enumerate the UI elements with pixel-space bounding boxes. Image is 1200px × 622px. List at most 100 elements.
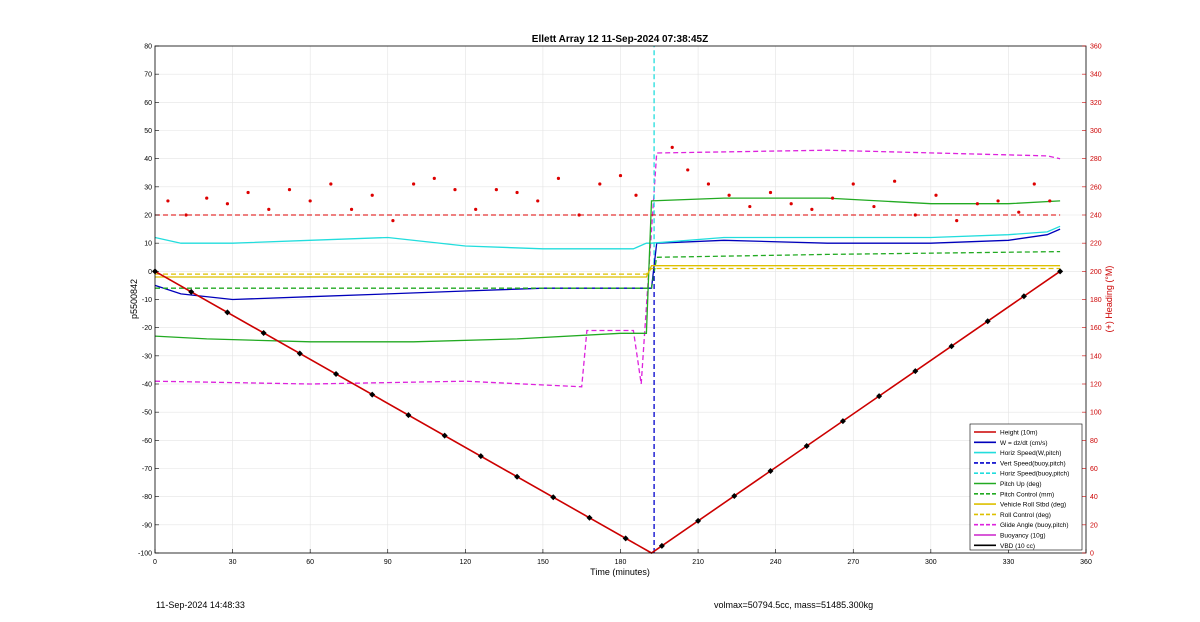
heading-point [370,193,374,197]
series-horiz-speed-w-pitch [154,225,1061,250]
heading-point [432,176,436,180]
depth-marker [224,309,231,316]
right-y-tick-label: 340 [1090,72,1102,79]
depth-marker [876,393,883,400]
depth-marker [839,418,846,425]
depth-marker [1020,293,1027,300]
legend-entry: Vert Speed(buoy,pitch) [1000,460,1066,467]
series-pitch-up-deg [154,197,1061,343]
x-axis-label: Time (minutes) [590,567,650,577]
left-y-tick-label: -20 [142,325,152,332]
legend-entry: Height (10m) [1000,430,1038,437]
right-axis-ticks: 3603403203002802602402202001801601401201… [1082,44,1102,558]
right-y-tick-label: 40 [1090,494,1098,501]
depth-marker [405,412,412,419]
series-layer [154,46,1061,554]
grid [154,45,1087,554]
depth-marker [586,514,593,521]
heading-point [851,182,855,186]
depth-marker [622,535,629,542]
legend-entry: Pitch Up (deg) [1000,481,1042,488]
depth-marker [260,329,267,336]
heading-point [391,219,395,223]
heading-point [934,193,938,197]
left-y-tick-label: 80 [144,44,152,51]
heading-point [768,190,773,195]
depth-marker [948,343,955,350]
x-tick-label: 270 [847,559,859,566]
legend-entry: Glide Angle (buoy,pitch) [1000,522,1069,529]
legend-entry: Horiz Speed(buoy,pitch) [1000,471,1069,478]
heading-point [287,188,292,192]
left-y-tick-label: -90 [142,522,152,529]
legend-entry: Horiz Speed(W,pitch) [1000,450,1061,457]
heading-point [913,213,917,217]
heading-point [225,202,230,206]
heading-point [598,182,602,186]
heading-point [246,190,250,195]
left-y-tick-label: -30 [142,353,152,360]
x-tick-label: 210 [692,559,704,566]
x-tick-label: 150 [537,559,549,566]
heading-point [1032,182,1036,186]
depth-marker [1057,268,1064,275]
heading-point [205,196,209,200]
x-tick-label: 60 [306,559,314,566]
heading-point [955,219,959,223]
right-y-tick-label: 260 [1090,184,1102,191]
legend: Height (10m) W = dz/dt (cm/s) Horiz Speed(… [969,423,1083,551]
right-y-tick-label: 60 [1090,466,1098,473]
left-y-tick-label: 0 [148,269,152,276]
depth-marker [767,467,774,474]
right-y-tick-label: 220 [1090,241,1102,248]
heading-point [474,207,478,211]
depth-marker [984,318,991,325]
depth-marker [441,432,448,439]
right-y-tick-label: 100 [1090,410,1102,417]
heading-point [515,190,519,195]
right-y-tick-label: 280 [1090,156,1102,163]
heading-point [789,202,793,206]
heading-point [1017,210,1021,214]
x-tick-label: 300 [925,559,937,566]
depth-markers [152,268,1064,549]
depth-marker [369,391,376,398]
heading-dots [155,145,1061,223]
depth-marker [333,371,340,378]
legend-entry: Buoyancy (10g) [1000,533,1046,540]
left-axis-label: p5500842 [129,279,139,319]
heading-point [618,173,623,178]
depth-marker [477,453,484,460]
left-y-tick-label: 40 [144,156,152,163]
heading-point [308,199,312,203]
legend-entry: Roll Control (deg) [1000,512,1051,519]
x-tick-label: 240 [770,559,782,566]
heading-point [706,182,711,186]
footer-volume-mass: volmax=50794.5cc, mass=51485.300kg [714,600,874,610]
series-glide-angle-buoy-pitch [154,149,1061,388]
left-y-tick-label: 60 [144,100,152,107]
left-y-tick-label: 20 [144,213,152,220]
right-y-tick-label: 320 [1090,100,1102,107]
left-y-tick-label: -10 [142,297,152,304]
right-y-tick-label: 160 [1090,325,1102,332]
heading-point [349,207,354,211]
legend-entry: W = dz/dt (cm/s) [1000,440,1048,447]
left-y-tick-label: 10 [144,241,152,248]
right-y-tick-label: 80 [1090,438,1098,445]
heading-point [872,204,876,209]
series-vehicle-roll-stbd-deg [155,265,1061,278]
right-y-tick-label: 200 [1090,269,1102,276]
right-y-tick-label: 240 [1090,213,1102,220]
heading-point [412,182,416,186]
left-y-tick-label: -60 [142,438,152,445]
legend-box [969,423,1083,551]
depth-marker [731,492,738,499]
depth-marker [296,350,303,357]
heading-point [748,204,752,209]
heading-point [1048,199,1052,203]
legend-entry: Pitch Control (mm) [1000,491,1054,498]
x-tick-label: 330 [1003,559,1015,566]
heading-point [329,182,333,186]
